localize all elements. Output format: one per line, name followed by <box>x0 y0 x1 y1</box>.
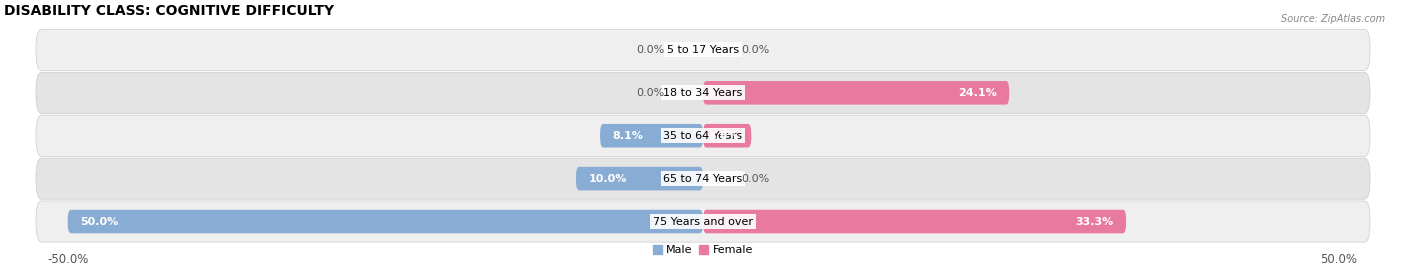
Text: 3.8%: 3.8% <box>707 131 738 141</box>
Text: DISABILITY CLASS: COGNITIVE DIFFICULTY: DISABILITY CLASS: COGNITIVE DIFFICULTY <box>4 4 335 18</box>
Text: 35 to 64 Years: 35 to 64 Years <box>664 131 742 141</box>
FancyBboxPatch shape <box>37 115 1369 156</box>
Text: 0.0%: 0.0% <box>741 45 769 55</box>
FancyBboxPatch shape <box>37 201 1369 242</box>
FancyBboxPatch shape <box>600 124 703 147</box>
Text: 0.0%: 0.0% <box>637 88 665 98</box>
FancyBboxPatch shape <box>37 29 1369 70</box>
Text: 50.0%: 50.0% <box>80 217 118 227</box>
FancyBboxPatch shape <box>703 210 1126 233</box>
Legend: Male, Female: Male, Female <box>648 241 758 259</box>
FancyBboxPatch shape <box>576 167 703 190</box>
Text: 10.0%: 10.0% <box>589 174 627 184</box>
FancyBboxPatch shape <box>37 158 1369 199</box>
Text: 0.0%: 0.0% <box>741 174 769 184</box>
Text: 65 to 74 Years: 65 to 74 Years <box>664 174 742 184</box>
Text: 75 Years and over: 75 Years and over <box>652 217 754 227</box>
Text: 8.1%: 8.1% <box>613 131 644 141</box>
Text: 5 to 17 Years: 5 to 17 Years <box>666 45 740 55</box>
Text: 0.0%: 0.0% <box>637 45 665 55</box>
FancyBboxPatch shape <box>67 210 703 233</box>
FancyBboxPatch shape <box>37 72 1369 113</box>
Text: 18 to 34 Years: 18 to 34 Years <box>664 88 742 98</box>
Text: 33.3%: 33.3% <box>1076 217 1114 227</box>
FancyBboxPatch shape <box>703 81 1010 104</box>
FancyBboxPatch shape <box>703 124 751 147</box>
Text: Source: ZipAtlas.com: Source: ZipAtlas.com <box>1281 14 1385 23</box>
Text: 24.1%: 24.1% <box>957 88 997 98</box>
